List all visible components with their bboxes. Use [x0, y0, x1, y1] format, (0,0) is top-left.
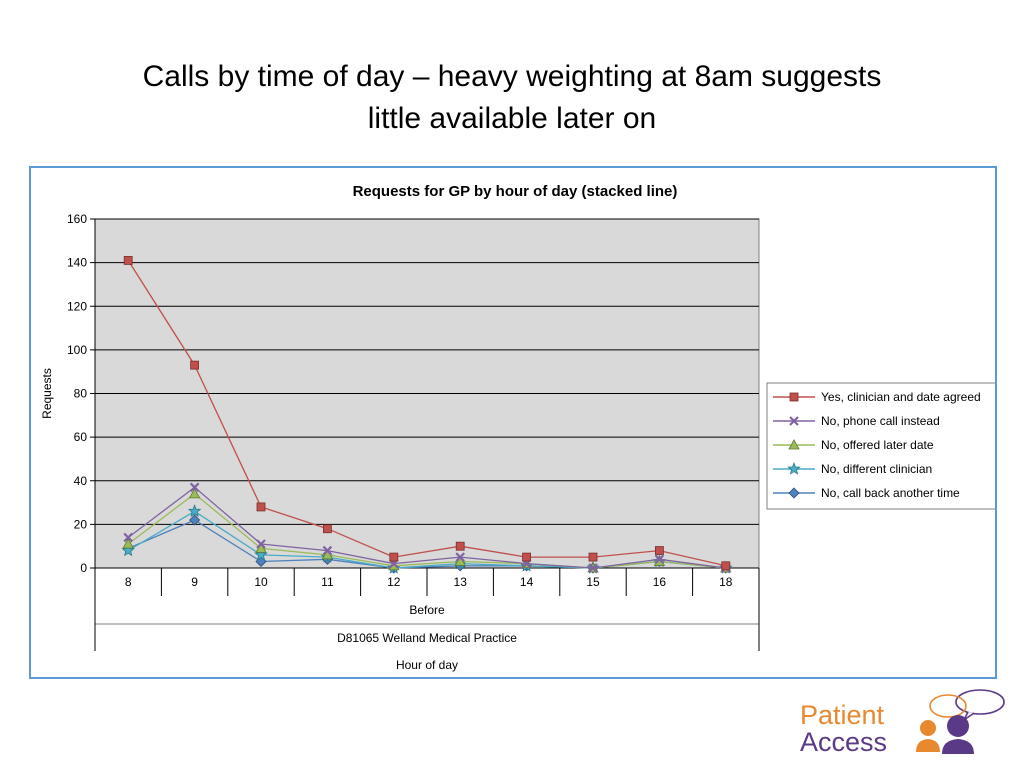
y-tick-label: 100	[67, 343, 87, 357]
x-tick-label: 11	[321, 575, 334, 589]
slide-title-line-2: little available later on	[367, 102, 657, 135]
y-tick-label: 120	[67, 299, 87, 313]
y-tick-label: 20	[74, 517, 88, 531]
legend-marker	[789, 392, 799, 402]
slide-title-line-1: Calls by time of day – heavy weighting a…	[142, 60, 882, 93]
x-tick-label: 9	[191, 575, 198, 589]
x-tick-label: 8	[125, 575, 132, 589]
legend-label: No, phone call instead	[821, 414, 940, 428]
data-point-s1	[123, 256, 133, 265]
legend-marker	[787, 461, 801, 475]
logo-word-access: Access	[800, 727, 888, 757]
logo-word-patient: Patient	[800, 700, 885, 730]
data-point-s1	[256, 502, 266, 512]
data-point-s4	[187, 504, 202, 517]
y-tick-label: 140	[67, 256, 87, 270]
series-line-3	[127, 492, 726, 569]
data-point-s1	[190, 360, 200, 370]
x-tick-label: 16	[653, 575, 667, 589]
legend-label: No, offered later date	[821, 438, 934, 452]
data-point-s2	[189, 482, 200, 493]
legend-marker	[789, 416, 799, 426]
data-point-s3	[122, 538, 134, 549]
data-point-s2	[654, 554, 665, 565]
y-tick-label: 80	[74, 387, 88, 401]
y-tick-label: 60	[74, 430, 88, 444]
x-group-label-before: Before	[409, 603, 445, 617]
data-point-s2	[588, 563, 598, 573]
data-point-s1	[322, 524, 332, 534]
y-tick-label: 0	[80, 561, 87, 575]
data-point-s5	[189, 514, 201, 526]
slide-title: Calls by time of day – heavy weighting a…	[60, 56, 964, 140]
x-tick-label: 14	[520, 575, 534, 589]
data-point-s2	[322, 545, 333, 556]
legend-marker	[788, 439, 800, 450]
x-group-label-practice: D81065 Welland Medical Practice	[337, 631, 517, 645]
data-point-s1	[655, 546, 664, 555]
x-axis-label: Hour of day	[396, 658, 458, 672]
legend-marker	[788, 487, 800, 499]
x-tick-label: 13	[454, 575, 468, 589]
x-tick-label: 18	[719, 575, 733, 589]
line-chart: Requests for GP by hour of day (stacked …	[40, 183, 995, 672]
chart-frame: Requests for GP by hour of day (stacked …	[29, 166, 997, 679]
y-tick-label: 160	[67, 212, 87, 226]
data-point-s2	[123, 532, 133, 543]
logo-people-icon	[916, 689, 1005, 754]
patient-access-logo: Patient Access	[800, 688, 1010, 760]
x-tick-label: 12	[387, 575, 401, 589]
legend-label: No, call back another time	[821, 486, 960, 500]
series-line-1	[127, 260, 726, 567]
data-point-s2	[256, 539, 266, 549]
legend-box	[766, 382, 995, 510]
series-line-2	[127, 486, 726, 569]
data-point-s1	[588, 552, 598, 562]
y-axis-label: Requests	[40, 368, 54, 419]
legend-label: Yes, clinician and date agreed	[821, 390, 981, 404]
x-tick-label: 10	[254, 575, 268, 589]
legend-label: No, different clinician	[821, 462, 932, 476]
data-point-s1	[721, 561, 731, 571]
data-point-s2	[455, 552, 465, 562]
data-point-s3	[188, 488, 201, 499]
data-point-s4	[121, 543, 135, 557]
data-point-s1	[455, 541, 465, 551]
data-point-s4	[254, 547, 268, 561]
y-tick-label: 40	[74, 474, 88, 488]
data-point-s1	[389, 552, 399, 562]
chart-title: Requests for GP by hour of day (stacked …	[353, 183, 678, 200]
data-point-s1	[522, 552, 532, 562]
x-tick-label: 15	[586, 575, 600, 589]
